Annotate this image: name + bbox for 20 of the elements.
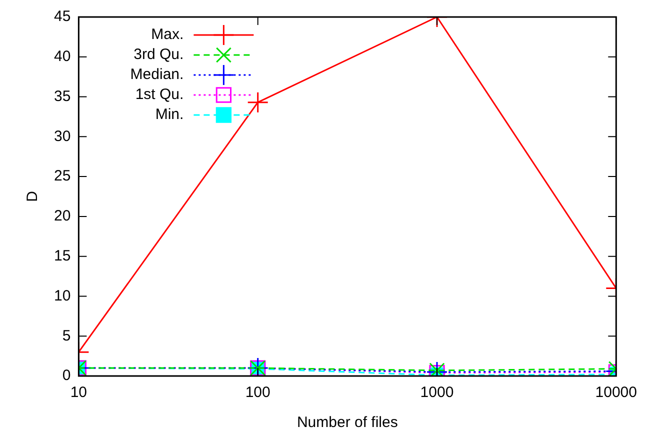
legend-label: Min.	[155, 106, 184, 124]
y-axis-title: D	[24, 190, 42, 202]
legend-label: Median.	[130, 66, 184, 84]
legend-label: 3rd Qu.	[134, 46, 184, 64]
x-tick-label: 100	[245, 384, 270, 402]
y-tick-label: 30	[54, 128, 71, 145]
x-tick-label: 10000	[595, 384, 638, 402]
y-tick-label: 5	[62, 327, 71, 344]
y-tick-label: 25	[54, 168, 71, 185]
legend-label: 1st Qu.	[135, 86, 184, 104]
y-tick-label: 35	[54, 88, 71, 105]
legend-label: Max.	[151, 26, 184, 44]
y-tick-label: 10	[54, 287, 71, 304]
x-tick-label: 1000	[420, 384, 454, 402]
y-tick-label: 45	[54, 8, 71, 26]
y-tick-label: 15	[54, 247, 71, 264]
y-tick-label: 40	[54, 48, 71, 66]
x-axis-title: Number of files	[296, 414, 398, 432]
y-tick-label: 20	[54, 208, 71, 225]
y-tick-label: 0	[62, 367, 71, 384]
